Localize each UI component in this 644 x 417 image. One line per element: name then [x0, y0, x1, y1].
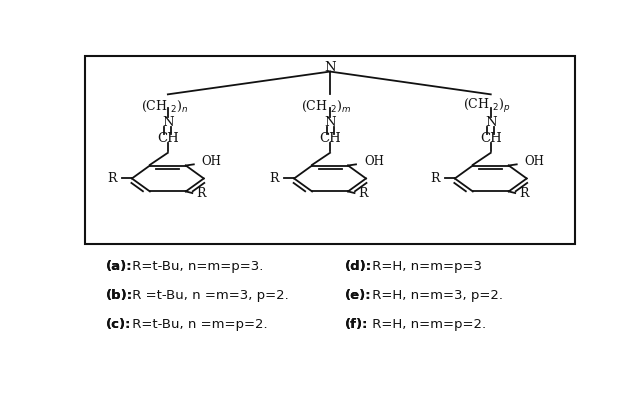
- Text: R=H, n=m=3, p=2.: R=H, n=m=3, p=2.: [368, 289, 503, 302]
- Text: (d):: (d):: [345, 260, 372, 273]
- Text: (f): R=H, n=m=p=2.: (f): R=H, n=m=p=2.: [346, 318, 483, 331]
- Text: CH: CH: [157, 132, 179, 145]
- Text: R =t-Bu, n =m=3, p=2.: R =t-Bu, n =m=3, p=2.: [128, 289, 289, 302]
- Text: R=t-Bu, n=m=p=3.: R=t-Bu, n=m=p=3.: [128, 260, 264, 273]
- Text: (d):: (d):: [345, 260, 372, 273]
- Text: (CH $_2$)$_p$: (CH $_2$)$_p$: [463, 97, 511, 115]
- Text: (b):: (b):: [106, 289, 133, 302]
- Text: CH: CH: [480, 132, 502, 145]
- Text: (f):: (f):: [345, 318, 368, 331]
- Text: (f):: (f):: [345, 318, 368, 331]
- Text: (a):: (a):: [106, 260, 132, 273]
- Text: R: R: [269, 172, 279, 185]
- Text: (e):: (e):: [345, 289, 372, 302]
- Text: (CH $_2$)$_n$: (CH $_2$)$_n$: [140, 99, 188, 114]
- Text: R: R: [359, 186, 368, 200]
- Text: R: R: [430, 172, 439, 185]
- Text: (c): R=t-Bu, n =m=p=2.: (c): R=t-Bu, n =m=p=2.: [106, 318, 267, 331]
- Text: (a): R=t-Bu, n=m=p=3.: (a): R=t-Bu, n=m=p=3.: [106, 260, 264, 273]
- Text: R: R: [519, 186, 529, 200]
- Text: N: N: [324, 116, 336, 129]
- Text: OH: OH: [364, 155, 384, 168]
- Text: (b): R =t-Bu, n =m=3, p=2.: (b): R =t-Bu, n =m=3, p=2.: [106, 289, 290, 302]
- Text: (a):: (a):: [106, 260, 132, 273]
- Text: (b):: (b):: [106, 289, 133, 302]
- Text: R: R: [107, 172, 117, 185]
- Text: N: N: [162, 116, 174, 129]
- Text: OH: OH: [525, 155, 545, 168]
- FancyBboxPatch shape: [86, 56, 574, 244]
- Text: R=t-Bu, n =m=p=2.: R=t-Bu, n =m=p=2.: [128, 318, 268, 331]
- Text: (d): R=H, n=m=p=3: (d): R=H, n=m=p=3: [346, 260, 482, 273]
- Text: R: R: [196, 186, 206, 200]
- Text: CH: CH: [319, 132, 341, 145]
- Text: (CH $_2$)$_m$: (CH $_2$)$_m$: [301, 99, 352, 114]
- Text: (c):: (c):: [106, 318, 131, 331]
- Text: N: N: [324, 61, 336, 74]
- Text: R=H, n=m=p=2.: R=H, n=m=p=2.: [368, 318, 486, 331]
- Text: (c):: (c):: [106, 318, 131, 331]
- Text: R=H, n=m=p=3: R=H, n=m=p=3: [368, 260, 482, 273]
- Text: N: N: [485, 116, 497, 129]
- Text: OH: OH: [202, 155, 222, 168]
- Text: (e): R=H, n=m=3, p=2.: (e): R=H, n=m=3, p=2.: [346, 289, 504, 302]
- Text: (e):: (e):: [345, 289, 372, 302]
